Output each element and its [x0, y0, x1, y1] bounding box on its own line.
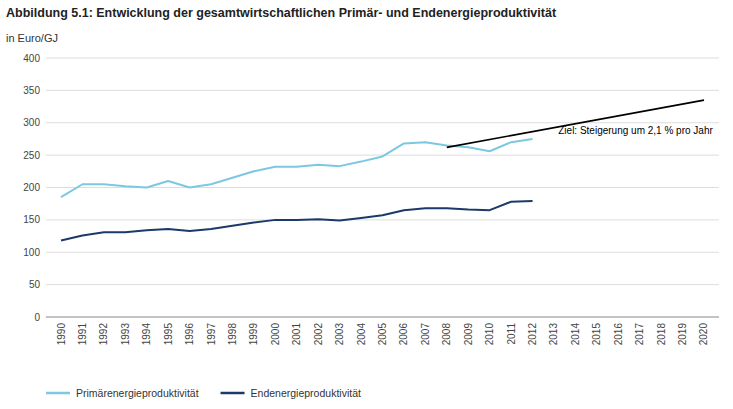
x-tick-label: 2014	[570, 323, 581, 346]
x-tick-label: 1992	[98, 323, 109, 346]
x-tick-label: 2012	[527, 323, 538, 346]
x-tick-label: 2008	[441, 323, 452, 346]
y-tick-label: 100	[23, 247, 40, 258]
x-tick-label: 1995	[163, 323, 174, 346]
x-tick-label: 1996	[184, 323, 195, 346]
grid-line	[46, 122, 719, 123]
grid-line	[46, 317, 719, 318]
x-tick-label: 2006	[398, 323, 409, 346]
x-tick-label: 2017	[634, 323, 645, 346]
y-tick-label: 150	[23, 214, 40, 225]
lines	[61, 100, 704, 241]
x-tick-label: 2003	[334, 323, 345, 346]
y-tick-label: 250	[23, 150, 40, 161]
annotation: Ziel: Steigerung um 2,1 % pro Jahr	[558, 125, 713, 136]
legend-label: Endenergieproduktivität	[251, 387, 361, 399]
x-tick-label: 1999	[248, 323, 259, 346]
series-line	[61, 201, 533, 240]
x-tick-label: 1994	[141, 323, 152, 346]
x-tick-label: 1991	[77, 323, 88, 346]
y-tick-label: 200	[23, 182, 40, 193]
legend-swatch	[221, 392, 245, 395]
x-tick-label: 2001	[291, 323, 302, 346]
x-tick-label: 2002	[313, 323, 324, 346]
x-tick-label: 1990	[56, 323, 67, 346]
x-tick-label: 2015	[591, 323, 602, 346]
x-tick-label: 1998	[227, 323, 238, 346]
x-tick-label: 2010	[484, 323, 495, 346]
legend-swatch	[46, 392, 70, 395]
y-tick-label: 300	[23, 117, 40, 128]
x-tick-label: 2005	[377, 323, 388, 346]
x-tick-label: 1997	[206, 323, 217, 346]
y-tick-label: 400	[23, 53, 40, 64]
x-tick-label: 2018	[656, 323, 667, 346]
x-tick-label: 2000	[270, 323, 281, 346]
grid-line	[46, 90, 719, 91]
grid-line	[46, 219, 719, 220]
y-tick-label: 0	[34, 312, 40, 323]
x-tick-label: 2016	[613, 323, 624, 346]
x-tick-label: 2009	[463, 323, 474, 346]
x-tick-label: 2011	[506, 323, 517, 345]
legend: Primärenergieproduktivität Endenergieprod…	[46, 387, 361, 399]
grid-line	[46, 252, 719, 253]
y-tick-label: 50	[29, 279, 41, 290]
x-axis: 1990 1991 1992 1993 1994 1995 1996 1997 1998 1999…	[46, 317, 719, 345]
grid-line	[46, 58, 719, 59]
grid-line	[46, 284, 719, 285]
series-line	[61, 139, 533, 197]
y-label: in Euro/GJ	[6, 32, 58, 44]
trend-line	[447, 100, 704, 147]
x-axis-line	[46, 317, 719, 318]
x-tick-label: 2019	[677, 323, 688, 346]
x-tick-label: 1993	[120, 323, 131, 346]
chart: Abbildung 5.1: Entwicklung der gesamtwir…	[0, 0, 733, 409]
title: Abbildung 5.1: Entwicklung der gesamtwir…	[6, 6, 557, 20]
y-axis: 0 50 100 150 200 250 300 350 400	[23, 53, 719, 323]
y-tick-label: 350	[23, 85, 40, 96]
x-tick-label: 2004	[356, 323, 367, 346]
legend-label: Primärenergieproduktivität	[76, 387, 199, 399]
x-tick-label: 2020	[698, 323, 709, 346]
x-tick-label: 2013	[548, 323, 559, 346]
x-tick-label: 2007	[420, 323, 431, 346]
